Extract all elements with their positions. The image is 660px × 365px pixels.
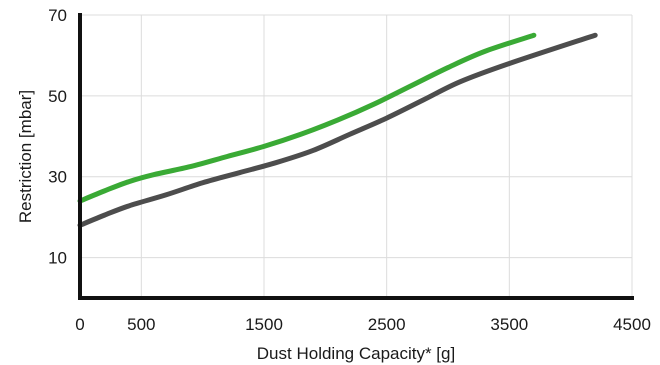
x-tick-label-3: 2500 [368, 315, 406, 334]
x-tick-label-2: 1500 [245, 315, 283, 334]
y-axis-title: Restriction [mbar] [16, 90, 35, 223]
x-axis-title: Dust Holding Capacity* [g] [257, 344, 455, 363]
y-tick-label-3: 70 [48, 6, 67, 25]
x-tick-label-1: 500 [127, 315, 155, 334]
y-tick-labels: 10 30 50 70 [48, 6, 67, 268]
y-tick-label-0: 10 [48, 249, 67, 268]
grid [80, 14, 633, 298]
x-tick-label-4: 3500 [490, 315, 528, 334]
series-line-1 [77, 32, 598, 228]
x-tick-label-5: 4500 [613, 315, 651, 334]
series-lines [77, 32, 598, 228]
x-tick-label-0: 0 [75, 315, 84, 334]
x-tick-labels: 0 500 1500 2500 3500 4500 [75, 315, 651, 334]
y-tick-label-2: 50 [48, 87, 67, 106]
y-tick-label-1: 30 [48, 168, 67, 187]
series-line-0 [77, 32, 537, 204]
